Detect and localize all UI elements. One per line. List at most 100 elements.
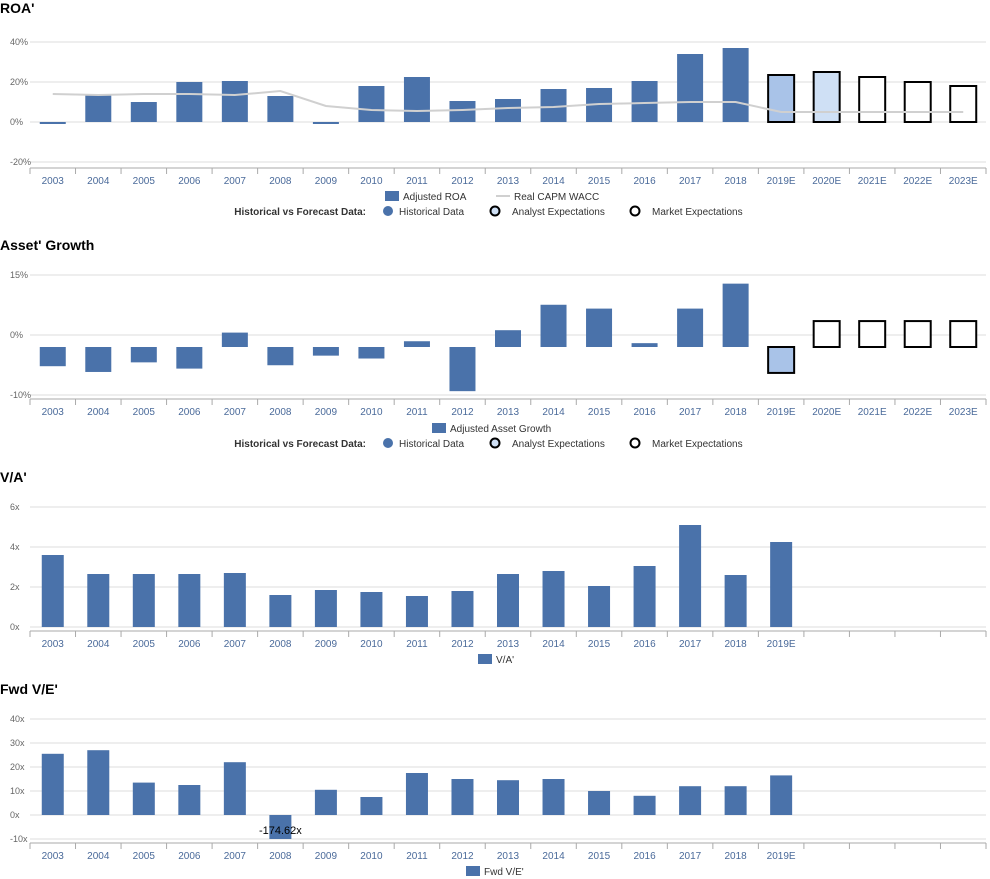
x-tick-label: 2022E (903, 407, 932, 418)
bar (87, 750, 110, 815)
y-tick-label: 15% (10, 270, 28, 280)
x-tick-label: 2011 (406, 639, 428, 650)
bar (631, 81, 658, 122)
bar (497, 574, 519, 627)
bar (405, 773, 428, 815)
x-tick-label: 2014 (542, 639, 565, 650)
bar (130, 102, 157, 122)
x-tick-label: 2019E (767, 639, 796, 650)
bar (267, 347, 294, 366)
bar (633, 795, 656, 815)
x-tick-label: 2011 (406, 851, 428, 862)
x-tick-label: 2020E (812, 176, 841, 187)
x-tick-label: 2008 (269, 407, 292, 418)
bar (679, 525, 702, 627)
bar (495, 99, 521, 122)
legend-fwd-ve: Fwd V/E' (484, 867, 524, 878)
x-tick-label: 2010 (360, 407, 383, 418)
bar (542, 571, 565, 627)
bar (770, 775, 793, 815)
market-dot-icon (629, 437, 641, 449)
bar (949, 85, 978, 123)
x-tick-label: 2009 (315, 639, 338, 650)
bar (858, 76, 887, 123)
bar (633, 566, 656, 627)
historical-dot-icon (383, 438, 393, 448)
historical-dot-icon (383, 206, 393, 216)
x-tick-label: 2015 (588, 639, 611, 650)
x-tick-label: 2016 (633, 851, 656, 862)
y-tick-label: 4x (10, 542, 20, 552)
x-tick-label: 2023E (949, 407, 978, 418)
y-tick-label: 0x (10, 810, 20, 820)
x-tick-label: 2007 (224, 851, 247, 862)
bar (449, 101, 476, 122)
legend-va-swatch (478, 654, 492, 664)
x-tick-label: 2017 (679, 407, 702, 418)
bar (358, 347, 385, 359)
bar (269, 815, 292, 839)
x-tick-label: 2017 (679, 176, 702, 187)
x-tick-label: 2006 (178, 851, 201, 862)
bar (724, 786, 747, 815)
x-tick-label: 2013 (497, 407, 520, 418)
bar (132, 574, 155, 627)
x-tick-label: 2015 (588, 407, 611, 418)
legend-fwd-ve-swatch (466, 866, 480, 876)
x-tick-label: 2016 (633, 639, 656, 650)
y-tick-label: 40% (10, 37, 28, 47)
bar (87, 574, 110, 627)
bar (41, 555, 64, 627)
roa-chart: 40% 20% 0% -20% 2003 2004 2005 2006 2007 2008 2009… (10, 37, 987, 218)
x-tick-label: 2016 (633, 407, 656, 418)
bar (722, 283, 749, 347)
bar (903, 81, 932, 123)
bar (679, 786, 702, 815)
x-tick-label: 2012 (451, 639, 474, 650)
x-tick-label: 2008 (269, 176, 292, 187)
bar (176, 347, 203, 369)
legend-asset-growth: Adjusted Asset Growth (450, 424, 551, 435)
x-tick-label: 2007 (224, 176, 247, 187)
bar (267, 96, 294, 122)
x-tick-label: 2003 (42, 851, 65, 862)
x-tick-label: 2020E (812, 407, 841, 418)
y-tick-label: 20% (10, 77, 28, 87)
bar (178, 785, 201, 815)
chart-title: ROA' (0, 0, 35, 16)
bar (314, 789, 337, 815)
x-tick-label: 2007 (224, 407, 247, 418)
bar (358, 86, 385, 122)
chart-title: Fwd V/E' (0, 681, 58, 697)
y-tick-label: 40x (10, 714, 25, 724)
forecast-legend-market: Market Expectations (652, 439, 743, 450)
bar (724, 575, 747, 627)
bar (312, 347, 339, 356)
x-tick-label: 2021E (858, 407, 887, 418)
bar (403, 77, 430, 122)
bar (360, 797, 383, 815)
chart-title: V/A' (0, 469, 27, 485)
bar (312, 122, 339, 124)
x-tick-label: 2005 (133, 851, 156, 862)
bar (858, 320, 887, 349)
x-tick-label: 2018 (724, 851, 747, 862)
bar (767, 74, 796, 123)
x-tick-label: 2015 (588, 851, 611, 862)
x-tick-label: 2012 (451, 176, 474, 187)
bar (85, 94, 112, 122)
bar (677, 308, 704, 347)
asset-growth-panel: Asset' Growth 15% 0% -10% 2003 2004 2005 2006 2… (0, 237, 990, 462)
chart-title: Asset' Growth (0, 237, 95, 253)
data-label: -174.62x (259, 825, 302, 837)
legend-wacc: Real CAPM WACC (514, 192, 599, 203)
fwd-ve-panel: Fwd V/E' 40x 30x 20x 10x 0x -10x -174.62x 2003 2… (0, 681, 990, 879)
bar (949, 320, 978, 349)
bar (451, 779, 474, 815)
roa-panel: ROA' 40% 20% 0% -20% 2003 2004 2005 2006 2007 200… (0, 0, 990, 225)
bar (132, 782, 155, 815)
x-tick-label: 2011 (406, 407, 428, 418)
bar (449, 347, 476, 392)
bar (903, 320, 932, 349)
x-tick-label: 2014 (542, 851, 565, 862)
